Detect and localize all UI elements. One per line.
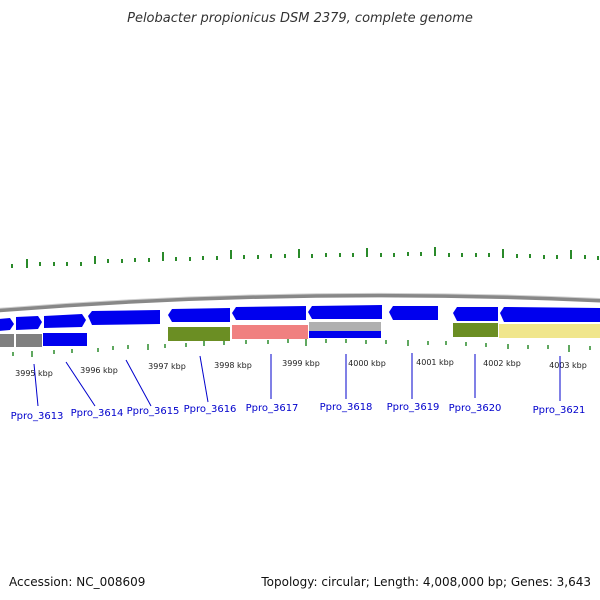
gc-block [16,334,42,347]
gc-content-track [0,322,600,347]
gc-skew-ticks-upper [11,247,599,268]
genome-backbone [0,293,600,313]
genome-backbone-highlight [0,292,600,309]
gene-arrow[interactable] [0,318,14,331]
gc-block [309,331,381,338]
gc-block [43,333,87,346]
genome-summary: Topology: circular; Length: 4,008,000 bp… [260,575,591,589]
kbp-label: 3997 kbp [148,362,186,371]
gene-label[interactable]: Ppro_3615 [127,406,180,417]
gene-arrow[interactable] [500,307,600,322]
kbp-label: 4000 kbp [348,359,386,368]
gene-arrow[interactable] [16,316,42,330]
forward-gene-track [0,305,600,331]
gene-label[interactable]: Ppro_3619 [387,402,440,413]
accession-text: Accession: NC_008609 [9,575,145,589]
map-title: Pelobacter propionicus DSM 2379, complet… [127,11,473,26]
gc-block [232,325,308,339]
kbp-label: 4002 kbp [483,359,521,368]
gc-block [499,324,600,338]
kbp-label: 3995 kbp [15,369,53,378]
kbp-label: 4001 kbp [416,358,454,367]
gc-block [453,323,498,337]
gene-arrow[interactable] [453,307,498,321]
gc-skew-ticks-lower [12,339,591,357]
kbp-label: 3998 kbp [214,361,252,370]
gene-arrow[interactable] [308,305,382,319]
gene-arrow[interactable] [232,306,306,320]
gene-arrow[interactable] [44,314,86,328]
gene-labels: Ppro_3613 Ppro_3614 Ppro_3615 Ppro_3616 Ppro… [11,353,586,422]
gene-leader-line [33,363,39,407]
gc-block [309,322,381,331]
gene-label[interactable]: Ppro_3618 [320,402,373,413]
kbp-label: 4003 kbp [549,361,587,370]
gene-label[interactable]: Ppro_3617 [246,403,299,414]
kbp-label: 3996 kbp [80,366,118,375]
gene-leader-line [199,355,209,403]
kbp-label: 3999 kbp [282,359,320,368]
gene-label[interactable]: Ppro_3613 [11,411,64,422]
gene-label[interactable]: Ppro_3621 [533,405,586,416]
gene-label[interactable]: Ppro_3620 [449,403,502,414]
gene-arrow[interactable] [168,308,230,322]
gene-label[interactable]: Ppro_3614 [71,408,124,419]
gc-block [0,334,14,347]
gc-block [168,327,230,341]
gene-label[interactable]: Ppro_3616 [184,404,237,415]
kbp-scale: 3995 kbp 3996 kbp 3997 kbp 3998 kbp 3999 kbp… [15,358,587,378]
gene-leader-line [125,359,152,407]
gene-arrow[interactable] [389,306,438,320]
gene-arrow[interactable] [88,310,160,325]
gene-leader-line [65,361,96,407]
